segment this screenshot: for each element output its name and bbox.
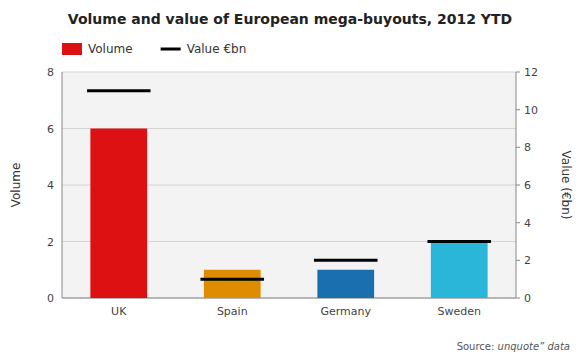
y2-tick [516,185,520,186]
plot-background [62,72,516,298]
source-note: Source: unquote” data [457,341,570,352]
y-tick-label: 0 [47,292,54,305]
y-tick-label: 4 [47,179,54,192]
x-tick-label: UK [111,305,127,318]
legend-label: Volume [88,42,133,56]
legend-swatch [161,48,181,51]
y2-tick [516,109,520,110]
bar [204,270,261,298]
chart-title: Volume and value of European mega-buyout… [68,11,512,27]
y-tick-label: 6 [47,123,54,136]
source-part: unquote” data [498,341,570,352]
x-tick-label: Germany [320,305,371,318]
y2-tick-label: 6 [524,179,531,192]
chart-container: Volume and value of European mega-buyout… [0,0,580,358]
y2-tick-label: 2 [524,254,531,267]
y2-tick-label: 4 [524,217,531,230]
bar [317,270,374,298]
y-tick-label: 2 [47,236,54,249]
marks [87,91,491,298]
y2-tick [516,147,520,148]
y2-axis-line [516,72,517,298]
y2-tick [516,298,520,299]
value-dash [314,259,378,262]
x-tick-label: Sweden [438,305,481,318]
y-axis-label: Volume [9,163,23,208]
legend-swatch [62,43,82,55]
y2-tick-label: 8 [524,141,531,154]
x-tick-label: Spain [217,305,248,318]
y2-tick [516,222,520,223]
y-tick-label: 8 [47,66,54,79]
value-dash [427,240,491,243]
y-axis-line [62,72,63,298]
y2-tick [516,72,520,73]
y2-tick-label: 10 [524,104,538,117]
y2-tick [516,260,520,261]
y2-tick-label: 0 [524,292,531,305]
bar [431,242,488,299]
grid-line [62,72,516,73]
y2-axis-label: Value (€bn) [559,151,573,220]
value-dash [200,278,264,281]
chart-svg: Volume and value of European mega-buyout… [0,0,580,358]
source-part: Source: [457,341,498,352]
y2-tick-label: 12 [524,66,538,79]
legend: Volume Value €bn [62,42,246,56]
value-dash [87,89,151,92]
bar [90,129,147,299]
legend-label: Value €bn [187,42,247,56]
